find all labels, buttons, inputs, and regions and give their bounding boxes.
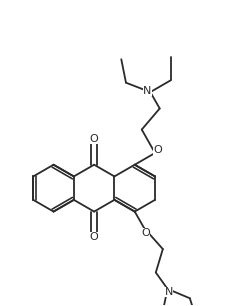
Text: N: N: [165, 287, 173, 297]
Text: O: O: [90, 232, 98, 242]
Text: O: O: [90, 134, 98, 144]
Text: O: O: [141, 228, 150, 238]
Text: N: N: [143, 86, 152, 96]
Text: O: O: [154, 145, 162, 155]
